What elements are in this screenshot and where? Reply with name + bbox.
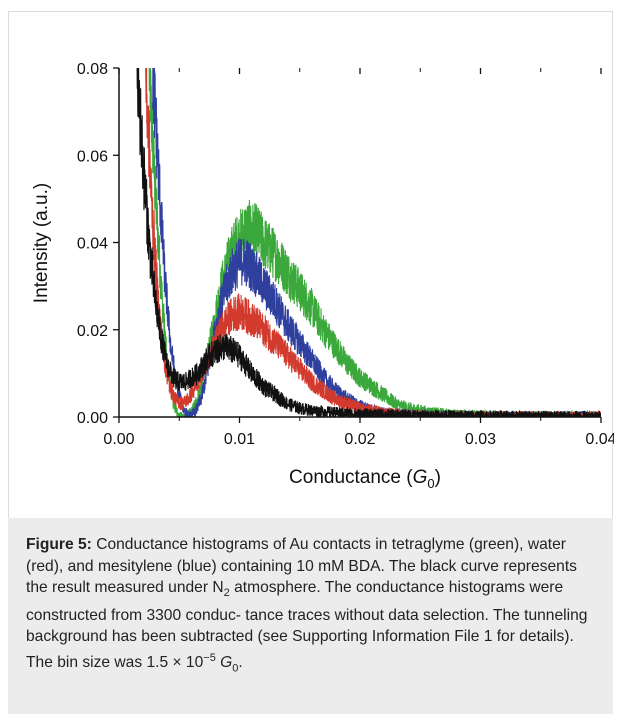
x-tick-label: 0.03: [465, 431, 496, 448]
series-line-4: [136, 68, 601, 417]
x-axis-title: Conductance (G0): [289, 467, 441, 491]
figure-caption: Figure 5: Conductance histograms of Au c…: [8, 518, 613, 714]
caption-text-2: atmosphere. The conductance histograms w…: [26, 579, 588, 672]
series-layer: [136, 68, 601, 417]
y-axis-title: Intensity (a.u.): [31, 183, 52, 303]
caption-label: Figure 5:: [26, 536, 92, 553]
caption-text-1: Conductance histograms of Au contacts in…: [26, 536, 577, 597]
x-tick-label: 0.00: [103, 431, 134, 448]
caption-g-subscript: 0: [232, 662, 239, 675]
series-line-3: [145, 68, 601, 417]
caption-n2-subscript: 2: [223, 587, 230, 600]
x-tick-label: 0.04: [585, 431, 614, 448]
y-tick-label: 0.04: [77, 236, 108, 253]
y-tick-label: 0.00: [77, 410, 108, 427]
caption-text-end: .: [238, 654, 243, 672]
x-tick-label: 0.01: [224, 431, 255, 448]
figure-panel: 0.00 0.01 0.02 0.03 0.04 0.00 0.02 0.04 0.06 0.08…: [8, 11, 614, 518]
y-tick-label: 0.02: [77, 323, 108, 340]
x-tick-label: 0.02: [344, 431, 375, 448]
y-tick-label: 0.08: [77, 61, 108, 78]
caption-exponent: −5: [203, 652, 216, 665]
y-tick-label: 0.06: [77, 148, 108, 165]
conductance-histogram-chart: 0.00 0.01 0.02 0.03 0.04 0.00 0.02 0.04 0.06 0.08…: [31, 61, 614, 491]
caption-g-symbol: G: [220, 654, 233, 672]
axes-layer: 0.00 0.01 0.02 0.03 0.04 0.00 0.02 0.04 0.06 0.08: [77, 61, 614, 448]
